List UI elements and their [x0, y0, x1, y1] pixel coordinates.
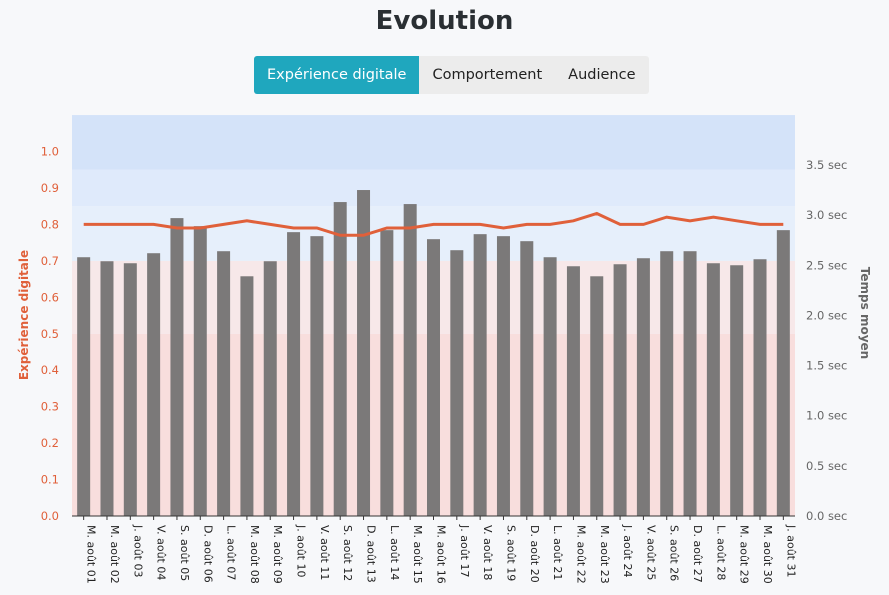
bar-18[interactable] — [473, 234, 487, 517]
bar-25[interactable] — [636, 258, 650, 516]
right-tick-label: 2.5 sec — [806, 258, 847, 272]
x-tick-label: M. août 15 — [411, 525, 424, 584]
bar-14[interactable] — [380, 230, 394, 516]
x-tick-label: V. août 11 — [318, 525, 331, 580]
bar-23[interactable] — [590, 276, 604, 516]
x-tick-label: M. août 22 — [574, 525, 587, 584]
bar-19[interactable] — [496, 236, 510, 516]
bar-30[interactable] — [753, 259, 767, 516]
bar-21[interactable] — [543, 257, 557, 516]
x-tick-label: M. août 16 — [435, 525, 448, 584]
left-tick-label: 0.1 — [41, 473, 59, 487]
bar-22[interactable] — [566, 266, 580, 516]
x-tick-label: V. août 04 — [155, 525, 168, 580]
page-title: Evolution — [375, 6, 514, 36]
x-tick-label: L. août 28 — [714, 525, 727, 580]
x-tick-label: M. août 29 — [738, 525, 751, 584]
right-tick-label: 3.5 sec — [806, 158, 847, 172]
bar-27[interactable] — [683, 251, 697, 516]
x-tick-label: D. août 13 — [365, 525, 378, 583]
x-tick-label: D. août 06 — [201, 525, 214, 583]
left-tick-label: 0.6 — [41, 290, 59, 304]
right-tick-label: 0.5 sec — [806, 459, 847, 473]
left-tick-label: 0.0 — [41, 509, 59, 523]
tab-audience[interactable]: Audience — [568, 67, 636, 83]
x-tick-label: L. août 21 — [551, 525, 564, 580]
bar-5[interactable] — [170, 218, 184, 516]
bar-28[interactable] — [706, 263, 720, 516]
tab-experience-digitale[interactable]: Expérience digitale — [254, 56, 420, 94]
x-tick-label: L. août 07 — [225, 525, 238, 580]
x-tick-label: D. août 20 — [528, 525, 541, 583]
bar-3[interactable] — [123, 263, 137, 516]
bar-16[interactable] — [427, 239, 440, 516]
x-tick-label: J. août 03 — [131, 524, 144, 578]
x-tick-label: V. août 25 — [644, 525, 657, 580]
x-tick-label: S. août 19 — [504, 525, 517, 581]
x-tick-label: M. août 01 — [85, 525, 98, 584]
right-tick-label: 1.5 sec — [806, 359, 847, 373]
bar-24[interactable] — [613, 264, 627, 516]
bar-7[interactable] — [217, 251, 231, 516]
bar-20[interactable] — [520, 241, 534, 517]
view-tabs: Expérience digitale Comportement Audienc… — [254, 56, 649, 94]
x-tick-label: J. août 31 — [784, 524, 797, 578]
x-axis-ticks: M. août 01 M. août 02 J. août 03 V. août 04… — [83, 516, 797, 584]
x-tick-label: S. août 26 — [668, 525, 681, 581]
bar-4[interactable] — [147, 253, 161, 517]
left-tick-label: 0.3 — [41, 400, 59, 414]
x-tick-label: M. août 23 — [598, 525, 611, 584]
left-tick-label: 0.5 — [41, 327, 59, 341]
bar-10[interactable] — [287, 232, 301, 516]
bar-17[interactable] — [450, 250, 464, 516]
bar-13[interactable] — [357, 190, 371, 516]
bar-11[interactable] — [310, 236, 324, 516]
right-tick-label: 0.0 sec — [806, 509, 847, 523]
left-tick-label: 0.9 — [41, 181, 59, 195]
band-4 — [72, 115, 795, 170]
x-tick-label: M. août 09 — [271, 525, 284, 584]
x-tick-label: J. août 17 — [458, 524, 471, 578]
left-tick-label: 0.7 — [41, 254, 59, 268]
bar-9[interactable] — [263, 261, 277, 516]
x-tick-label: M. août 08 — [248, 525, 261, 584]
tab-comportement[interactable]: Comportement — [432, 67, 543, 83]
x-tick-label: D. août 27 — [691, 525, 704, 583]
bar-29[interactable] — [730, 265, 744, 516]
left-tick-label: 0.2 — [41, 436, 59, 450]
bar-31[interactable] — [776, 230, 790, 516]
x-tick-label: L. août 14 — [388, 525, 401, 580]
x-tick-label: M. août 30 — [761, 525, 774, 584]
bar-12[interactable] — [333, 202, 347, 516]
x-tick-label: S. août 05 — [178, 525, 191, 581]
right-tick-label: 2.0 sec — [806, 308, 847, 322]
right-tick-label: 3.0 sec — [806, 208, 847, 222]
bar-6[interactable] — [193, 226, 207, 516]
bar-1[interactable] — [77, 257, 91, 516]
left-tick-label: 0.4 — [41, 363, 59, 377]
right-axis-ticks: 0.0 sec 0.5 sec 1.0 sec 1.5 sec 2.0 sec 2.5 s… — [806, 158, 847, 523]
left-axis-ticks: 0.0 0.1 0.2 0.3 0.4 0.5 0.6 0.7 0.8 0.9 1.0 — [41, 145, 59, 524]
right-axis-title: Temps moyen — [858, 267, 872, 359]
left-tick-label: 1.0 — [41, 145, 59, 159]
x-tick-label: J. août 10 — [295, 524, 308, 578]
right-tick-label: 1.0 sec — [806, 409, 847, 423]
experience-digitale-line — [83, 211, 784, 237]
bar-26[interactable] — [660, 251, 674, 516]
x-tick-label: S. août 12 — [341, 525, 354, 581]
bar-8[interactable] — [240, 276, 254, 516]
band-3 — [72, 169, 795, 207]
x-tick-label: V. août 18 — [481, 525, 494, 580]
bar-2[interactable] — [100, 261, 114, 516]
x-tick-label: M. août 02 — [108, 525, 121, 584]
bar-15[interactable] — [403, 204, 417, 516]
left-axis-title: Expérience digitale — [17, 250, 31, 380]
x-tick-label: J. août 24 — [621, 524, 634, 578]
left-tick-label: 0.8 — [41, 217, 59, 231]
temps-moyen-bars — [77, 190, 790, 517]
